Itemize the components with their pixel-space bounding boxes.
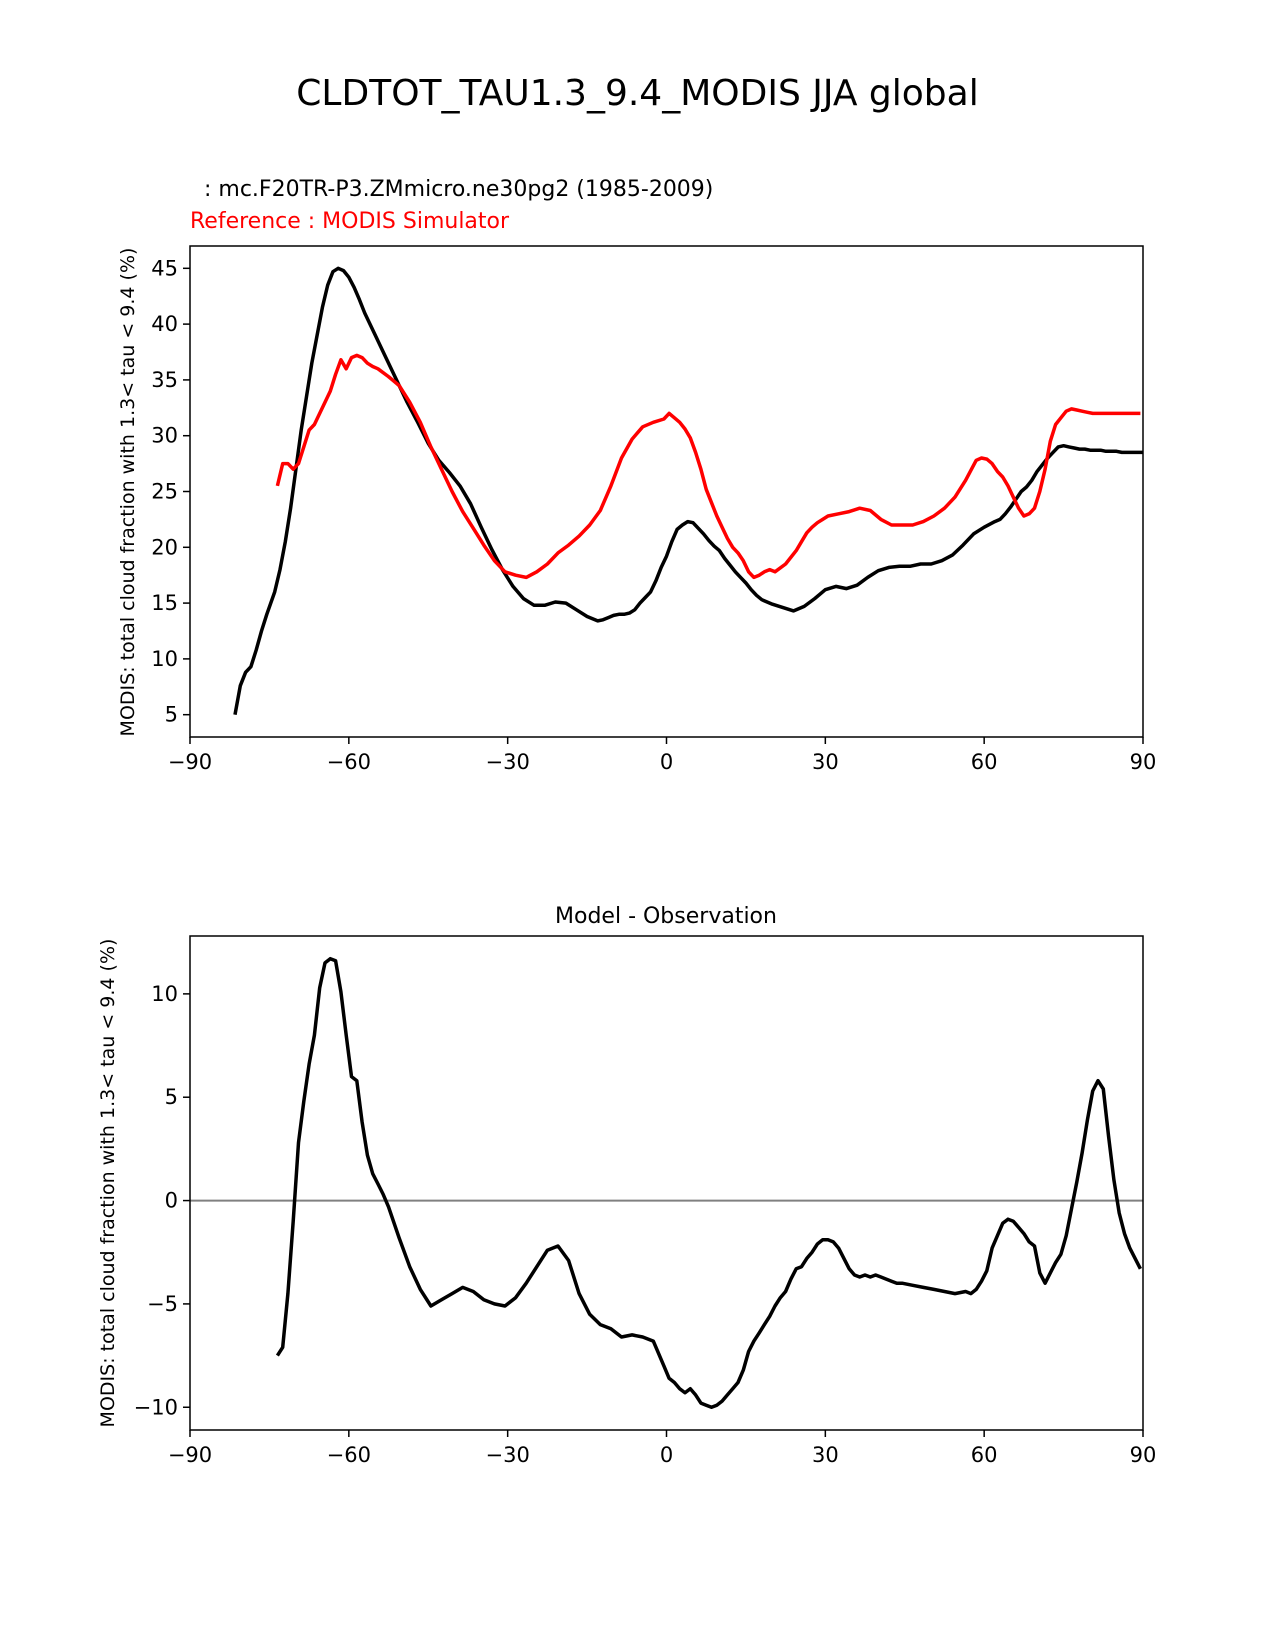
bottom-ticks-group: −90 −60 −30 0 30 60 90 −10 −5 0 5 10 xyxy=(134,982,1157,1467)
top-ytick-label: 40 xyxy=(151,312,178,336)
bottom-difference-line xyxy=(275,956,1142,1410)
bottom-ytick-label: 5 xyxy=(165,1085,178,1109)
top-ytick-label: 5 xyxy=(165,703,178,727)
bottom-xtick-label: −90 xyxy=(168,1443,212,1467)
top-plot-frame xyxy=(189,245,1144,738)
top-ticks-group: −90 −60 −30 0 30 60 90 5 10 15 20 25 30 35 40 45 xyxy=(151,256,1156,774)
bottom-panel: Model - Observation −90 −60 −30 0 30 60 90−10−… xyxy=(97,904,1156,1467)
top-xtick-label: 0 xyxy=(660,750,673,774)
top-xtick-label: −90 xyxy=(168,750,212,774)
bottom-ytick-label: −10 xyxy=(134,1395,178,1419)
top-ytick-label: 10 xyxy=(151,647,178,671)
top-ytick-label: 15 xyxy=(151,591,178,615)
figure-title: CLDTOT_TAU1.3_9.4_MODIS JJA global xyxy=(296,73,979,114)
top-ylabel: MODIS: total cloud fraction with 1.3< ta… xyxy=(117,248,139,737)
top-xtick-label: −30 xyxy=(486,750,530,774)
top-ytick-label: 20 xyxy=(151,535,178,559)
top-ytick-label: 30 xyxy=(151,424,178,448)
top-ytick-label: 45 xyxy=(151,256,178,280)
reference-label: Reference : MODIS Simulator xyxy=(190,209,510,234)
top-xtick-label: −60 xyxy=(327,750,371,774)
bottom-xtick-label: 0 xyxy=(660,1443,673,1467)
bottom-xtick-label: 30 xyxy=(812,1443,839,1467)
bottom-xtick-label: 60 xyxy=(971,1443,998,1467)
bottom-ytick-label: 10 xyxy=(151,982,178,1006)
top-panel: : mc.F20TR-P3.ZMmicro.ne30pg2 (1985-2009… xyxy=(117,177,1156,774)
bottom-xtick-label: −30 xyxy=(486,1443,530,1467)
top-xtick-label: 30 xyxy=(812,750,839,774)
bottom-xtick-label: 90 xyxy=(1130,1443,1157,1467)
top-reference-line xyxy=(275,353,1141,580)
bottom-xtick-label: −60 xyxy=(327,1443,371,1467)
top-test-line xyxy=(233,266,1143,716)
top-ytick-label: 35 xyxy=(151,368,178,392)
difference-title: Model - Observation xyxy=(555,904,777,929)
bottom-plot-frame xyxy=(189,935,1144,1431)
top-ytick-label: 25 xyxy=(151,480,178,504)
top-series-group xyxy=(233,266,1143,716)
top-xtick-label: 90 xyxy=(1130,750,1157,774)
bottom-ytick-label: 0 xyxy=(165,1189,178,1213)
top-xtick-label: 60 xyxy=(971,750,998,774)
bottom-series-group xyxy=(275,956,1142,1410)
bottom-ylabel: MODIS: total cloud fraction with 1.3< ta… xyxy=(97,939,119,1428)
test-case-label: : mc.F20TR-P3.ZMmicro.ne30pg2 (1985-2009… xyxy=(197,177,713,202)
bottom-ytick-label: −5 xyxy=(147,1292,178,1316)
